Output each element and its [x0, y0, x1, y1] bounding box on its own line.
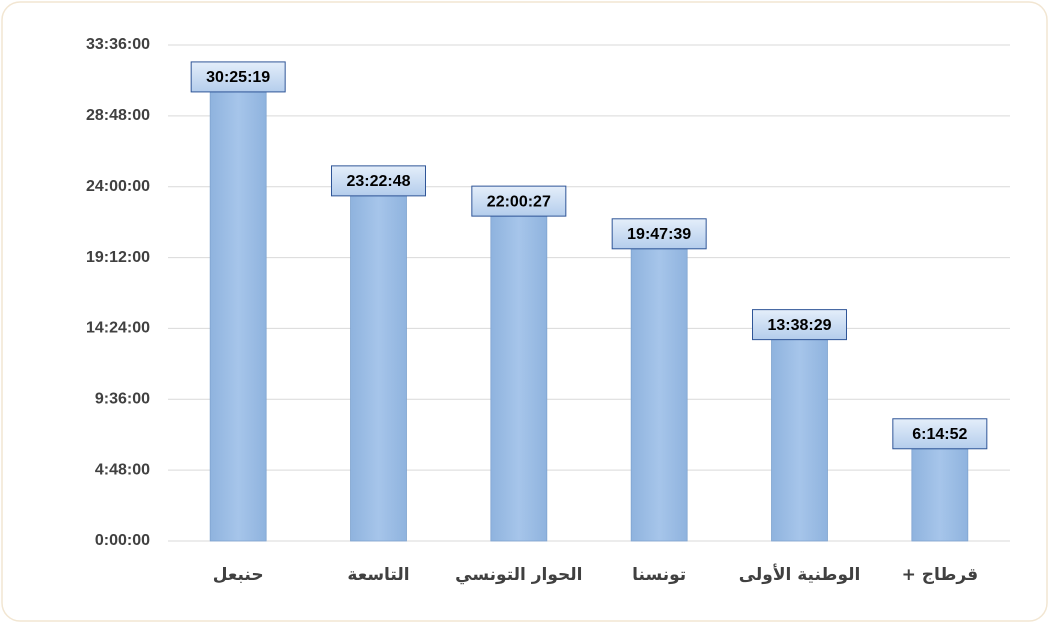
x-tick-label: حنبعل: [213, 565, 264, 585]
y-tick-label: 14:24:00: [86, 320, 150, 337]
y-tick-label: 9:36:00: [95, 391, 150, 408]
data-label: 23:22:48: [346, 173, 410, 190]
y-tick-label: 28:48:00: [86, 107, 150, 124]
y-tick-label: 24:00:00: [86, 178, 150, 195]
x-tick-label: الحوار التونسي: [455, 565, 582, 585]
data-label: 6:14:52: [912, 426, 967, 443]
bar: [490, 215, 548, 542]
data-label-box: [611, 218, 707, 250]
data-label: 19:47:39: [627, 226, 691, 243]
bar: [209, 91, 267, 542]
bar: [630, 248, 688, 542]
data-label-box: [892, 418, 988, 450]
data-label: 13:38:29: [767, 317, 831, 334]
y-tick-label: 4:48:00: [95, 461, 150, 478]
x-tick-label: التاسعة: [347, 565, 409, 585]
bar: [911, 448, 969, 542]
x-tick-label: قرطاج +: [902, 565, 979, 585]
y-tick-label: 19:12:00: [86, 249, 150, 266]
data-label-box: [190, 61, 286, 93]
data-label-box: [471, 185, 567, 217]
x-tick-label: تونسنا: [632, 565, 686, 585]
y-tick-label: 33:36:00: [86, 36, 150, 53]
data-label: 22:00:27: [487, 193, 551, 210]
y-tick-label: 0:00:00: [95, 532, 150, 549]
x-tick-label: الوطنية الأولى: [739, 564, 861, 585]
bar: [771, 339, 828, 542]
data-label-box: [331, 165, 426, 197]
bar: [350, 195, 407, 542]
data-label-box: [752, 309, 847, 341]
data-label: 30:25:19: [206, 69, 270, 86]
